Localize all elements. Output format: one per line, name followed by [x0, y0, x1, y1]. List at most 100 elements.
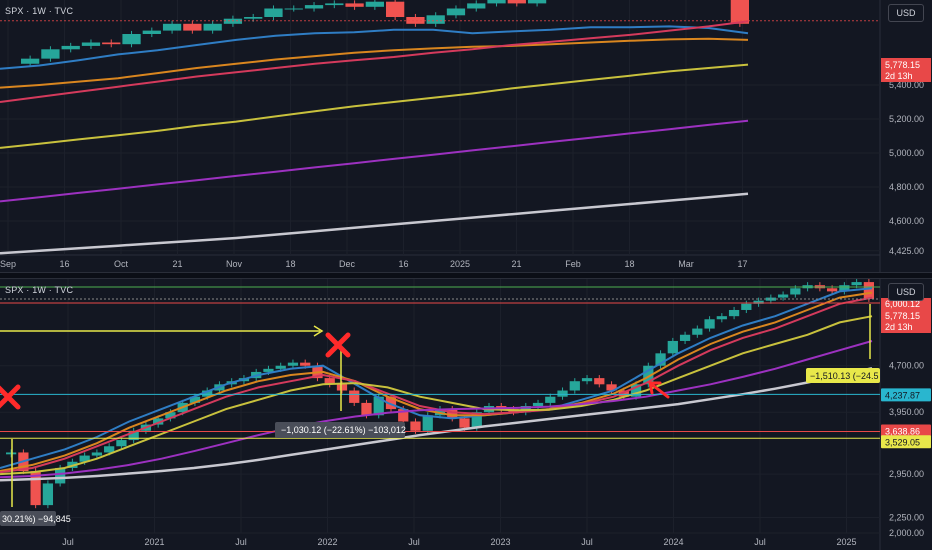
ma-line-red — [0, 20, 749, 103]
candle-body — [223, 18, 243, 24]
candle-body — [753, 300, 764, 304]
candle-body — [487, 0, 506, 4]
candle-body — [581, 378, 593, 382]
x-tick-label: 18 — [624, 259, 634, 269]
candle-body — [606, 384, 617, 391]
candle-body — [385, 396, 397, 410]
x-tick-label: Jul — [754, 537, 766, 547]
candle-body — [532, 402, 544, 406]
bottom-chart-pane[interactable]: 4,700.00 3,950.00 2,950.00 2,250.00 2,000.00… — [0, 279, 932, 550]
x-tick-label: Feb — [565, 259, 581, 269]
top-price-badge-bg — [881, 58, 931, 82]
measure-label-1-bg — [275, 422, 405, 438]
candle-body — [284, 8, 303, 10]
measure-label-1: −1,030.12 (−22.61%) −103,012 — [281, 425, 406, 435]
candle-body — [826, 288, 838, 292]
x-tick-label: 2025 — [450, 259, 470, 269]
candle-body — [446, 8, 466, 16]
candle-body — [162, 23, 182, 31]
candle-body — [618, 390, 629, 397]
candle-body — [104, 446, 115, 453]
candle-body — [471, 412, 482, 428]
candle-body — [142, 30, 161, 34]
ma-line-purple — [0, 340, 873, 479]
measure-label-3-bg — [0, 511, 56, 526]
x-tick-label: Nov — [226, 259, 243, 269]
candle-body — [467, 3, 486, 9]
candle-body — [373, 396, 384, 416]
y-tick-label: 5,000.00 — [889, 148, 924, 158]
candle-body — [679, 334, 691, 341]
candle-body — [91, 452, 103, 456]
candle-body — [667, 340, 678, 354]
candle-body — [507, 0, 526, 4]
candle-body — [349, 390, 360, 403]
ma-line-orange — [0, 37, 749, 89]
candle-body — [459, 418, 470, 428]
top-chart-svg[interactable]: 5,400.00 5,200.00 5,000.00 4,800.00 4,600.00… — [0, 0, 932, 272]
badge-red-bg — [881, 424, 931, 438]
measure-label-3: 30.21%) −94,845 — [2, 514, 71, 524]
y-tick-label: 5,200.00 — [889, 114, 924, 124]
red-arrow-icon — [648, 381, 670, 399]
candle-body — [203, 23, 222, 31]
price-axis — [880, 0, 932, 272]
pane-divider[interactable] — [0, 272, 932, 279]
candle-body — [655, 353, 666, 366]
bottom-countdown: 2d 13h — [885, 322, 913, 332]
badge-yellow-bg — [881, 435, 931, 449]
candle-body — [287, 362, 299, 366]
x-tick-label: Jul — [235, 537, 247, 547]
candle-body — [594, 378, 605, 385]
x-tick-label: 2025 — [836, 537, 856, 547]
y-tick-label: 2,250.00 — [889, 513, 924, 523]
badge-yellow: 3,529.05 — [885, 437, 920, 447]
candle-body — [165, 412, 176, 419]
candle-body — [275, 365, 286, 369]
x-tick-label: 2021 — [144, 537, 164, 547]
candle-body — [41, 49, 60, 59]
top-chart-pane[interactable]: 5,400.00 5,200.00 5,000.00 4,800.00 4,600.00… — [0, 0, 932, 272]
bottom-chart-svg[interactable]: 4,700.00 3,950.00 2,950.00 2,250.00 2,000.00… — [0, 279, 932, 550]
candle-body — [704, 319, 715, 329]
y-tick-label: 3,950.00 — [889, 407, 924, 417]
x-tick-label: 17 — [737, 259, 747, 269]
x-tick-label: Oct — [114, 259, 129, 269]
ma-line-blue — [0, 25, 749, 70]
candle-body — [520, 406, 531, 413]
bottom-price-badge-bg — [881, 309, 931, 333]
candle-body — [569, 381, 580, 391]
candle-body — [716, 316, 727, 320]
candle-body — [264, 8, 283, 17]
candle-body — [116, 440, 127, 447]
y-tick-label: 4,600.00 — [889, 216, 924, 226]
candle-body — [643, 365, 654, 385]
candle-body — [153, 418, 164, 425]
x-tick-label: Jul — [408, 537, 420, 547]
bottom-price-badge: 5,778.15 — [885, 311, 920, 321]
candle-body — [790, 288, 801, 295]
candle-body — [545, 396, 556, 403]
candle-body — [128, 430, 139, 441]
bottom-currency-button[interactable]: USD — [888, 283, 924, 301]
x-tick-label: 21 — [172, 259, 182, 269]
candle-body — [851, 282, 862, 286]
candle-body — [630, 384, 642, 397]
candle-body — [386, 1, 405, 18]
x-tick-label: 2024 — [663, 537, 683, 547]
x-tick-label: Jul — [581, 537, 593, 547]
candle-body — [447, 409, 458, 419]
candle-body — [741, 303, 752, 310]
candle-body — [21, 58, 40, 64]
candle-body — [730, 0, 749, 24]
top-currency-button[interactable]: USD — [888, 4, 924, 22]
bottom-symbol-label: SPX · 1W · TVC — [5, 285, 74, 295]
x-mark-icon — [0, 384, 21, 410]
x-tick-label: Sep — [0, 259, 16, 269]
candle-body — [202, 390, 213, 397]
ma-line-yellow — [0, 63, 749, 149]
ma-line-blue — [0, 287, 873, 469]
x-tick-label: Dec — [339, 259, 356, 269]
candle-body — [728, 309, 740, 317]
x-tick-label: 16 — [398, 259, 408, 269]
